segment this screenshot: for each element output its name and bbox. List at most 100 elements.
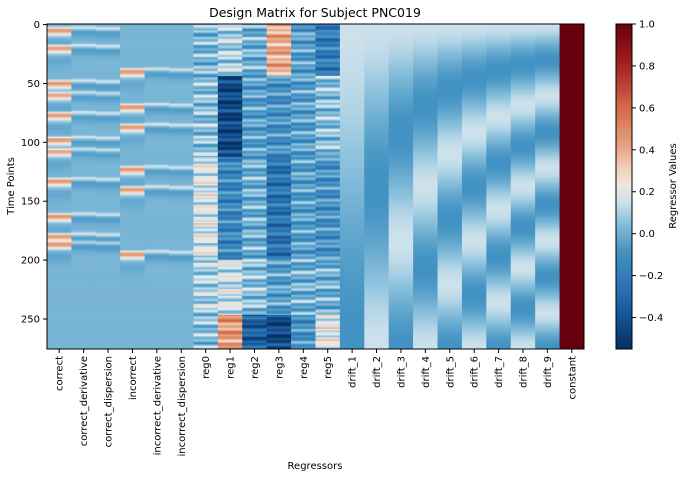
heatmap-cell [242,246,268,249]
heatmap-cell [437,91,463,93]
heatmap-cell [144,207,170,210]
heatmap-cell [144,121,170,124]
heatmap-cell [144,301,170,304]
heatmap-cell [339,175,365,178]
heatmap-cell [413,202,438,205]
heatmap-cell [217,182,243,185]
heatmap-cell [120,243,146,245]
heatmap-cell [339,178,365,180]
heatmap-cell [339,333,365,336]
heatmap-cell [95,26,121,28]
heatmap-cell [217,124,243,126]
heatmap-cell [461,94,487,97]
heatmap-cell [266,185,292,187]
heatmap-cell [169,140,194,143]
heatmap-cell [95,338,121,340]
heatmap-cell [364,214,390,217]
heatmap-cell [242,60,268,63]
heatmap-cell [315,52,341,54]
heatmap-cell [339,137,365,139]
heatmap-cell [291,244,316,246]
heatmap-cell [120,52,146,54]
heatmap-cell [120,113,146,116]
heatmap-cell [364,266,390,269]
heatmap-cell [388,299,414,302]
heatmap-cell [315,92,341,94]
heatmap-cell [169,310,194,312]
heatmap-cell [193,118,219,120]
heatmap-cell [339,316,365,318]
heatmap-cell [315,223,341,225]
heatmap-cell [144,257,170,259]
heatmap-cell [388,62,414,65]
heatmap-cell [388,127,414,130]
heatmap-cell [169,246,194,249]
heatmap-cell [461,141,487,144]
heatmap-cell [315,283,341,285]
heatmap-cell [95,78,121,80]
heatmap-cell [120,264,146,266]
heatmap-cell [339,85,365,87]
heatmap-cell [388,112,414,114]
heatmap-cell [193,277,219,279]
heatmap-cell [120,235,146,238]
heatmap-cell [47,311,72,313]
heatmap-cell [242,45,268,47]
heatmap-cell [120,219,146,222]
heatmap-cell [120,215,146,218]
heatmap-cell [388,240,414,243]
heatmap-cell [193,212,219,214]
heatmap-cell [437,188,463,191]
heatmap-cell [413,212,438,214]
heatmap-cell [169,41,194,44]
heatmap-cell [193,214,219,217]
heatmap-cell [413,128,438,131]
heatmap-cell [71,268,97,271]
heatmap-cell [461,146,487,149]
heatmap-cell [120,259,146,262]
heatmap-cell [144,56,170,59]
heatmap-cell [47,340,72,343]
heatmap-cell [47,179,72,182]
heatmap-cell [461,220,487,223]
heatmap-cell [266,94,292,97]
heatmap-cell [242,36,268,39]
heatmap-cell [47,152,72,154]
heatmap-cell [71,237,97,239]
heatmap-cell [413,121,438,124]
heatmap-cell [388,66,414,68]
heatmap-cell [291,175,316,178]
heatmap-cell [47,27,72,30]
heatmap-cell [120,224,146,226]
heatmap-cell [339,49,365,52]
heatmap-cell [364,259,390,262]
heatmap-cell [437,86,463,88]
heatmap-cell [388,73,414,76]
heatmap-cell [315,138,341,140]
heatmap-cell [144,325,170,328]
heatmap-cell [291,219,316,222]
heatmap-cell [266,164,292,166]
heatmap-cell [95,112,121,114]
heatmap-cell [95,260,121,263]
heatmap-cell [169,87,194,90]
heatmap-cell [339,144,365,146]
heatmap-cell [169,175,194,178]
heatmap-cell [71,245,97,247]
heatmap-cell [120,195,146,198]
heatmap-cell [437,337,463,339]
heatmap-cell [71,290,97,292]
heatmap-cell [339,185,365,187]
heatmap-cell [413,187,438,190]
heatmap-cell [364,207,390,210]
heatmap-cell [291,148,316,151]
heatmap-cell [193,226,219,229]
heatmap-cell [315,171,341,173]
heatmap-cell [315,106,341,109]
heatmap-cell [193,91,219,93]
heatmap-cell [120,122,146,125]
heatmap-cell [266,275,292,278]
heatmap-cell [315,323,341,325]
heatmap-cell [193,154,219,157]
heatmap-cell [47,172,72,174]
